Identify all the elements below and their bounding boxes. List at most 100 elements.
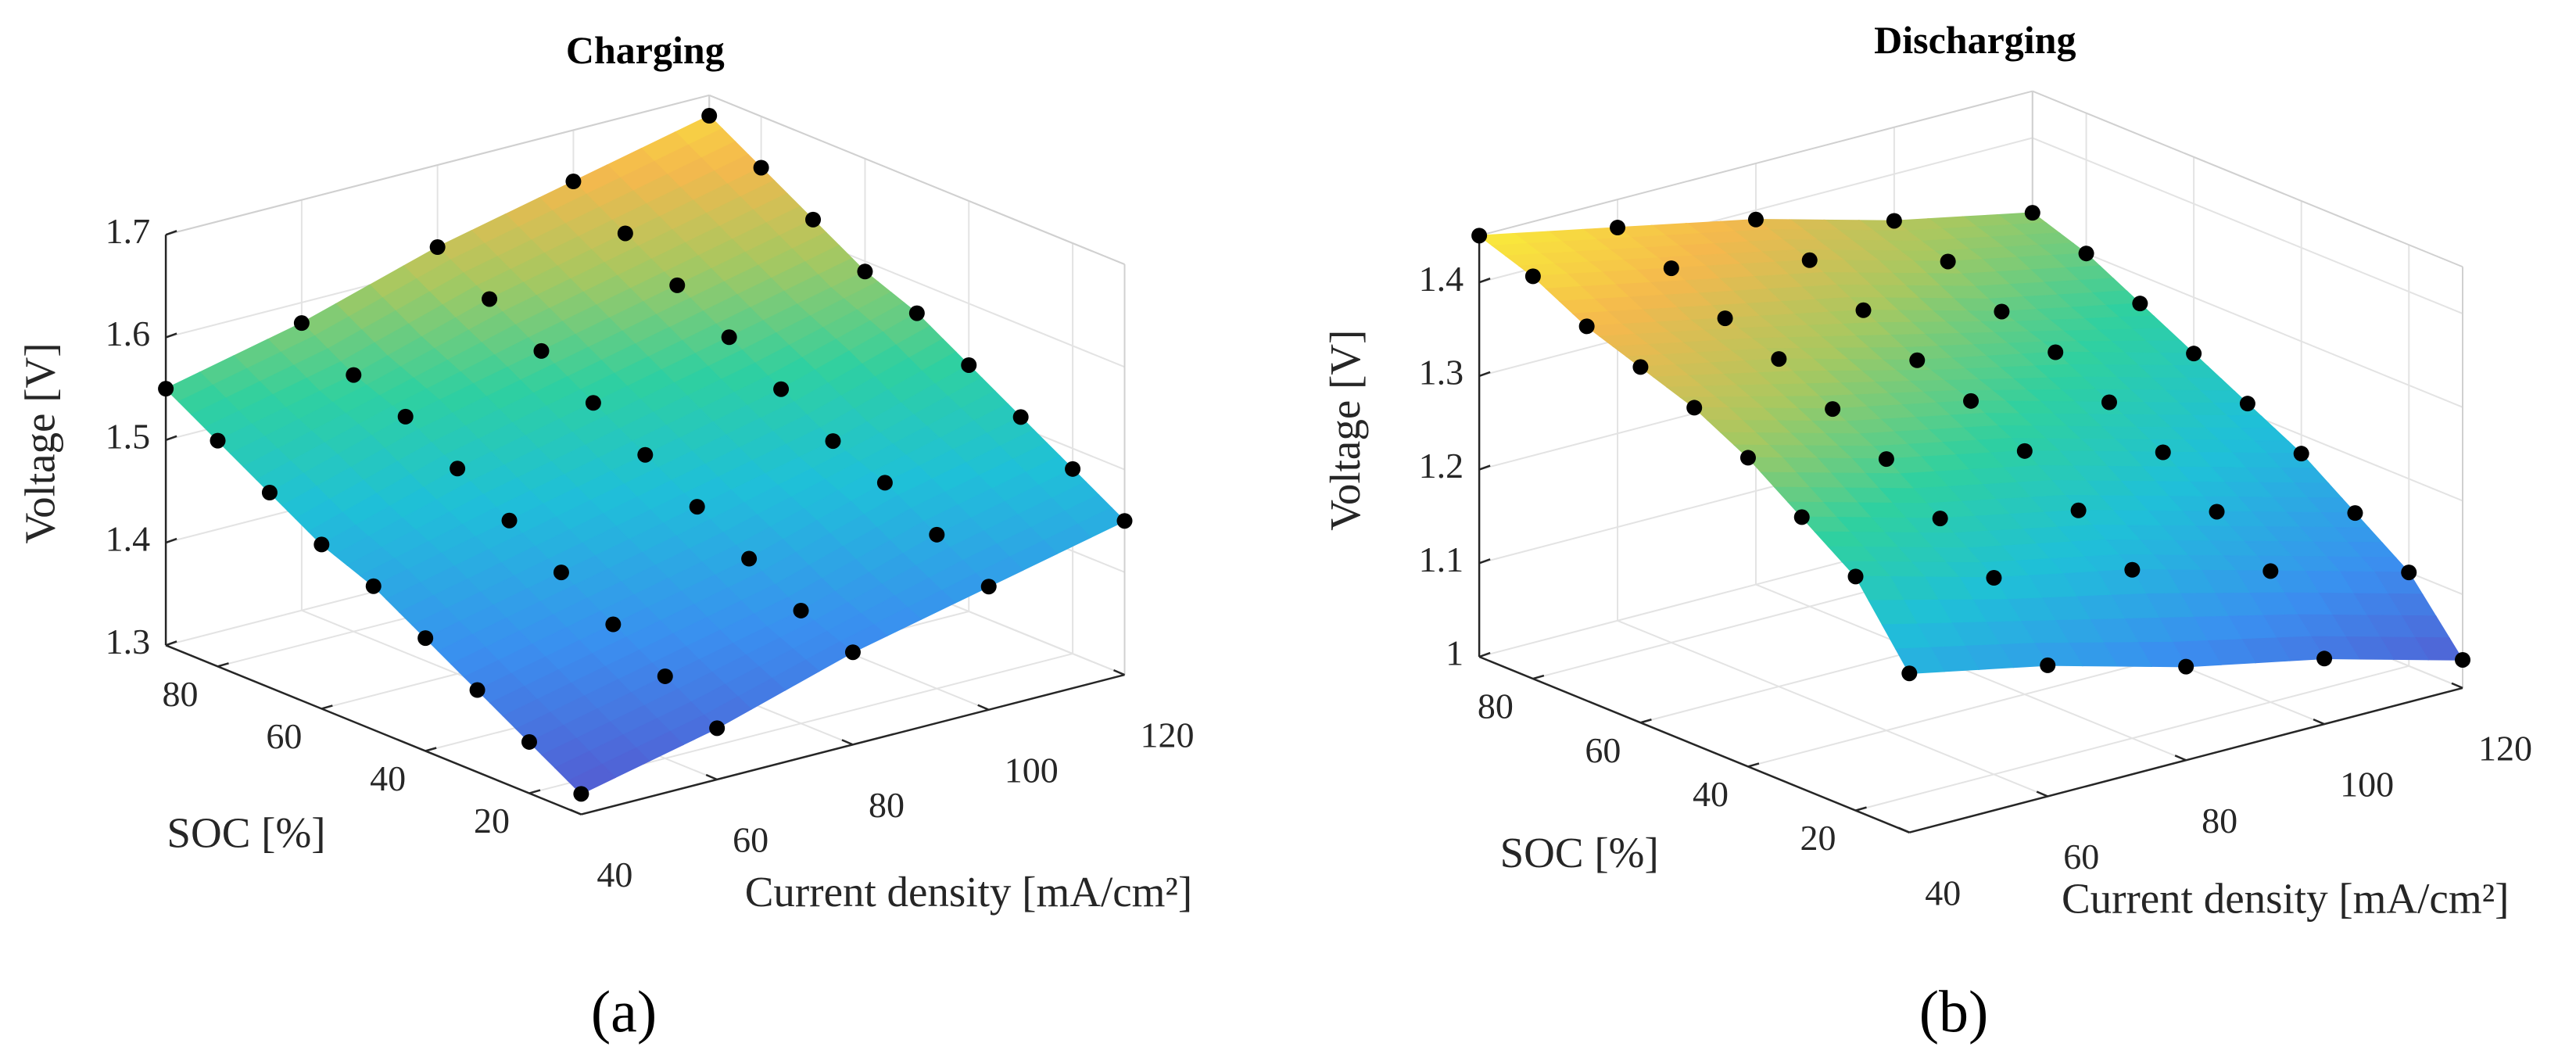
z-tick-label: 1.3 xyxy=(106,622,151,661)
data-point xyxy=(1524,268,1541,285)
y-tick xyxy=(528,789,541,794)
z-tick xyxy=(165,332,177,339)
data-point xyxy=(2024,205,2040,221)
data-point xyxy=(1632,359,1649,375)
data-point xyxy=(1963,392,1979,409)
data-point xyxy=(773,381,790,397)
y-tick xyxy=(1640,719,1652,724)
grid-line xyxy=(1617,619,2048,798)
data-point xyxy=(857,263,873,280)
data-point xyxy=(2263,563,2279,579)
data-point xyxy=(1932,511,1948,527)
y-axis xyxy=(1478,655,1910,833)
data-point xyxy=(1747,211,1764,228)
data-point xyxy=(521,733,537,750)
data-point xyxy=(553,565,569,581)
data-point xyxy=(2070,502,2087,518)
x-tick xyxy=(977,704,990,711)
data-point xyxy=(669,277,686,293)
data-point xyxy=(2048,344,2064,360)
x-tick xyxy=(2451,682,2463,690)
data-point xyxy=(689,499,705,515)
z-tick xyxy=(165,537,177,544)
x-tick xyxy=(2174,755,2187,762)
data-point xyxy=(2155,444,2171,461)
z-tick-label: 1.4 xyxy=(1419,259,1464,299)
data-point xyxy=(2101,394,2117,410)
data-point xyxy=(1578,318,1595,335)
data-point xyxy=(2186,346,2202,362)
y-tick-label: 80 xyxy=(163,674,199,714)
data-point xyxy=(2293,446,2309,462)
data-point xyxy=(721,329,737,346)
x-tick-label: 100 xyxy=(2340,765,2394,805)
y-tick xyxy=(321,704,333,710)
data-point xyxy=(210,432,226,449)
data-point xyxy=(1739,450,1756,466)
data-point xyxy=(501,512,518,529)
data-point xyxy=(261,485,278,500)
data-point xyxy=(2401,565,2417,581)
panel: 40 60 80 100 120 20 40 60 80 1 1.1 1.2 1.3 1.4 Dischar… xyxy=(1321,18,2532,1045)
z-tick-label: 1.4 xyxy=(106,519,151,559)
data-point xyxy=(585,395,601,411)
data-point xyxy=(1986,570,2002,586)
data-point xyxy=(1886,213,1902,229)
data-point xyxy=(844,644,861,661)
chart-title: Discharging xyxy=(1874,18,2076,62)
data-point xyxy=(1901,665,1918,682)
data-point xyxy=(1801,252,1818,268)
z-tick-label: 1.1 xyxy=(1419,539,1464,579)
z-tick-label: 1.7 xyxy=(106,211,151,251)
data-point xyxy=(450,461,466,477)
data-point xyxy=(158,381,174,397)
data-point xyxy=(2132,296,2148,312)
z-tick-label: 1.3 xyxy=(1419,352,1464,392)
z-tick-label: 1.2 xyxy=(1419,446,1464,486)
data-point xyxy=(1909,352,1926,368)
data-point xyxy=(617,225,633,242)
z-tick xyxy=(1478,371,1491,378)
x-tick xyxy=(705,773,718,781)
x-tick-label: 60 xyxy=(733,820,769,860)
data-point xyxy=(793,602,809,618)
panel: 40 60 80 100 120 20 40 60 80 1.3 1.4 1.5 1.6 1.7 Charg… xyxy=(16,28,1194,1045)
data-point xyxy=(2016,443,2033,459)
data-point xyxy=(2040,657,2056,673)
x-tick-label: 40 xyxy=(1925,873,1961,912)
x-tick xyxy=(1113,669,1125,676)
data-point xyxy=(753,160,769,176)
data-point xyxy=(1855,302,1872,318)
y-tick xyxy=(217,662,229,668)
grid-line xyxy=(1755,583,2187,762)
data-point xyxy=(605,616,622,633)
y-axis-label: SOC [%] xyxy=(167,809,325,857)
x-tick-label: 60 xyxy=(2063,837,2099,876)
x-tick-label: 100 xyxy=(1005,750,1059,790)
data-point xyxy=(876,475,893,491)
data-point xyxy=(709,720,726,737)
x-tick-label: 120 xyxy=(2478,728,2532,768)
data-point xyxy=(980,579,997,595)
data-point xyxy=(2316,651,2333,667)
y-tick xyxy=(1855,806,1867,812)
x-tick-label: 80 xyxy=(2202,801,2237,841)
data-point xyxy=(2209,504,2225,520)
z-tick xyxy=(165,435,177,441)
data-point xyxy=(2239,396,2255,412)
z-tick-label: 1.6 xyxy=(106,314,151,353)
data-point xyxy=(1610,220,1626,236)
data-point xyxy=(1686,400,1703,416)
data-point xyxy=(805,211,822,228)
x-axis-label: Current density [mA/cm²] xyxy=(2062,875,2509,923)
y-tick xyxy=(1747,762,1760,768)
data-point xyxy=(429,239,446,256)
data-point xyxy=(397,408,414,425)
x-tick xyxy=(841,739,854,746)
y-tick xyxy=(1532,674,1545,680)
data-point xyxy=(1663,260,1679,277)
y-tick-label: 80 xyxy=(1478,686,1514,726)
grid-line xyxy=(2032,231,2463,408)
y-tick-label: 20 xyxy=(1800,818,1836,858)
